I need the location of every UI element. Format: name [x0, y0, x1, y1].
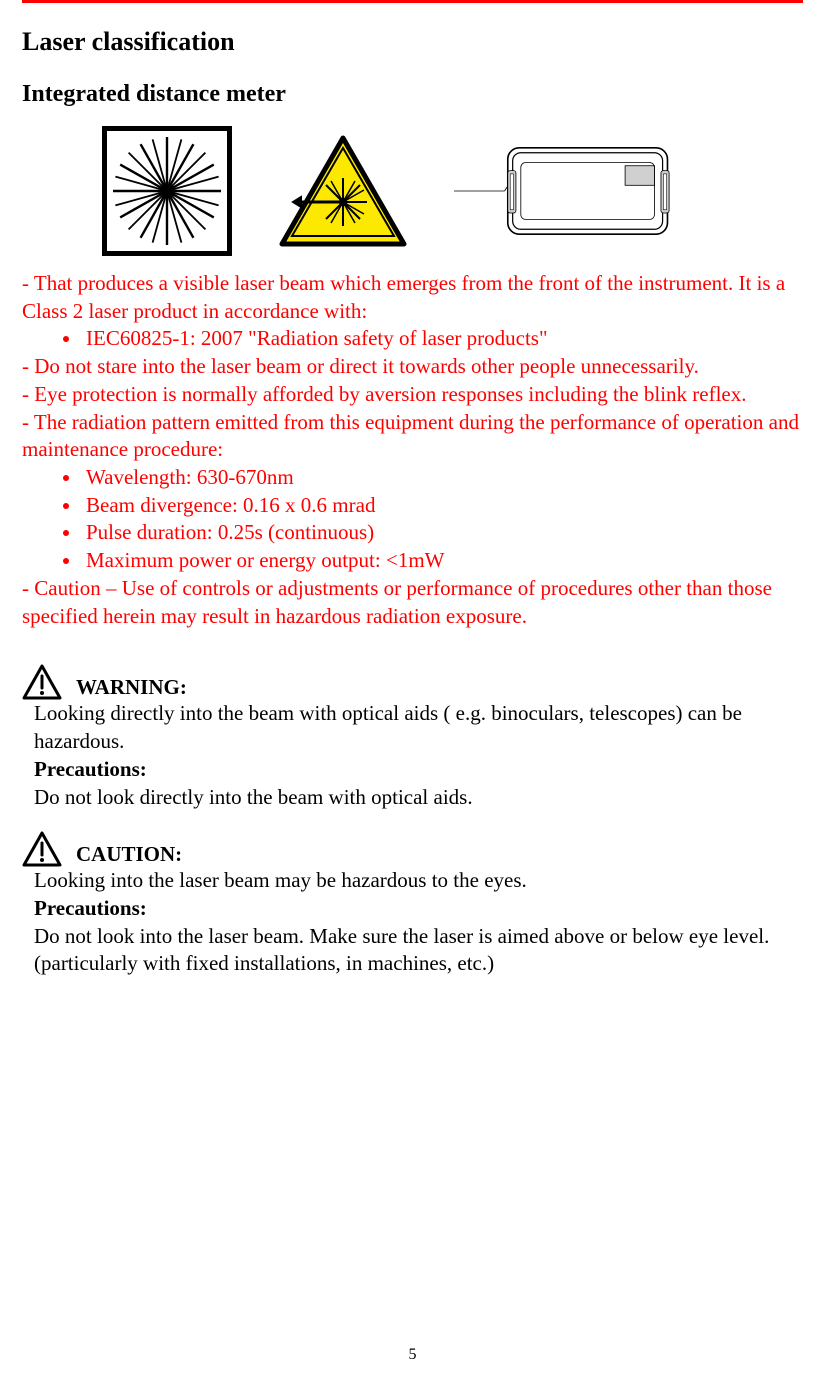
paragraph-eye-protection: - Eye protection is normally afforded by… [22, 381, 803, 409]
warning-triangle-icon [22, 664, 62, 700]
page-number: 5 [0, 1346, 825, 1364]
caution-precautions-text: Do not look into the laser beam. Make su… [34, 923, 803, 978]
list-item: IEC60825-1: 2007 "Radiation safety of la… [82, 325, 803, 353]
caution-text: Looking into the laser beam may be hazar… [34, 867, 803, 895]
device-diagram-icon [454, 126, 674, 256]
caution-label: CAUTION: [76, 842, 182, 867]
list-item: Pulse duration: 0.25s (continuous) [82, 519, 803, 547]
list-item: Wavelength: 630-670nm [82, 464, 803, 492]
heading-main: Laser classification [22, 27, 803, 57]
caution-precautions-label: Precautions: [34, 895, 803, 923]
paragraph-intro: - That produces a visible laser beam whi… [22, 270, 803, 325]
list-item: Beam divergence: 0.16 x 0.6 mrad [82, 492, 803, 520]
header-rule [22, 0, 803, 3]
warning-label: WARNING: [76, 675, 187, 700]
figure-row [22, 126, 803, 256]
list-item: Maximum power or energy output: <1mW [82, 547, 803, 575]
warning-text: Looking directly into the beam with opti… [34, 700, 803, 755]
starburst-icon [107, 131, 227, 251]
warning-block: Looking directly into the beam with opti… [22, 700, 803, 811]
caution-block: Looking into the laser beam may be hazar… [22, 867, 803, 978]
paragraph-caution: - Caution – Use of controls or adjustmen… [22, 575, 803, 630]
caution-header: CAUTION: [22, 831, 803, 867]
heading-sub: Integrated distance meter [22, 81, 803, 108]
paragraph-stare: - Do not stare into the laser beam or di… [22, 353, 803, 381]
standard-list: IEC60825-1: 2007 "Radiation safety of la… [22, 325, 803, 353]
warning-precautions-text: Do not look directly into the beam with … [34, 784, 803, 812]
warning-header: WARNING: [22, 664, 803, 700]
warning-precautions-label: Precautions: [34, 756, 803, 784]
laser-starburst-label [102, 126, 232, 256]
spec-list: Wavelength: 630-670nm Beam divergence: 0… [22, 464, 803, 575]
paragraph-radiation-pattern: - The radiation pattern emitted from thi… [22, 409, 803, 464]
laser-warning-triangle-icon [278, 134, 408, 248]
caution-triangle-icon [22, 831, 62, 867]
